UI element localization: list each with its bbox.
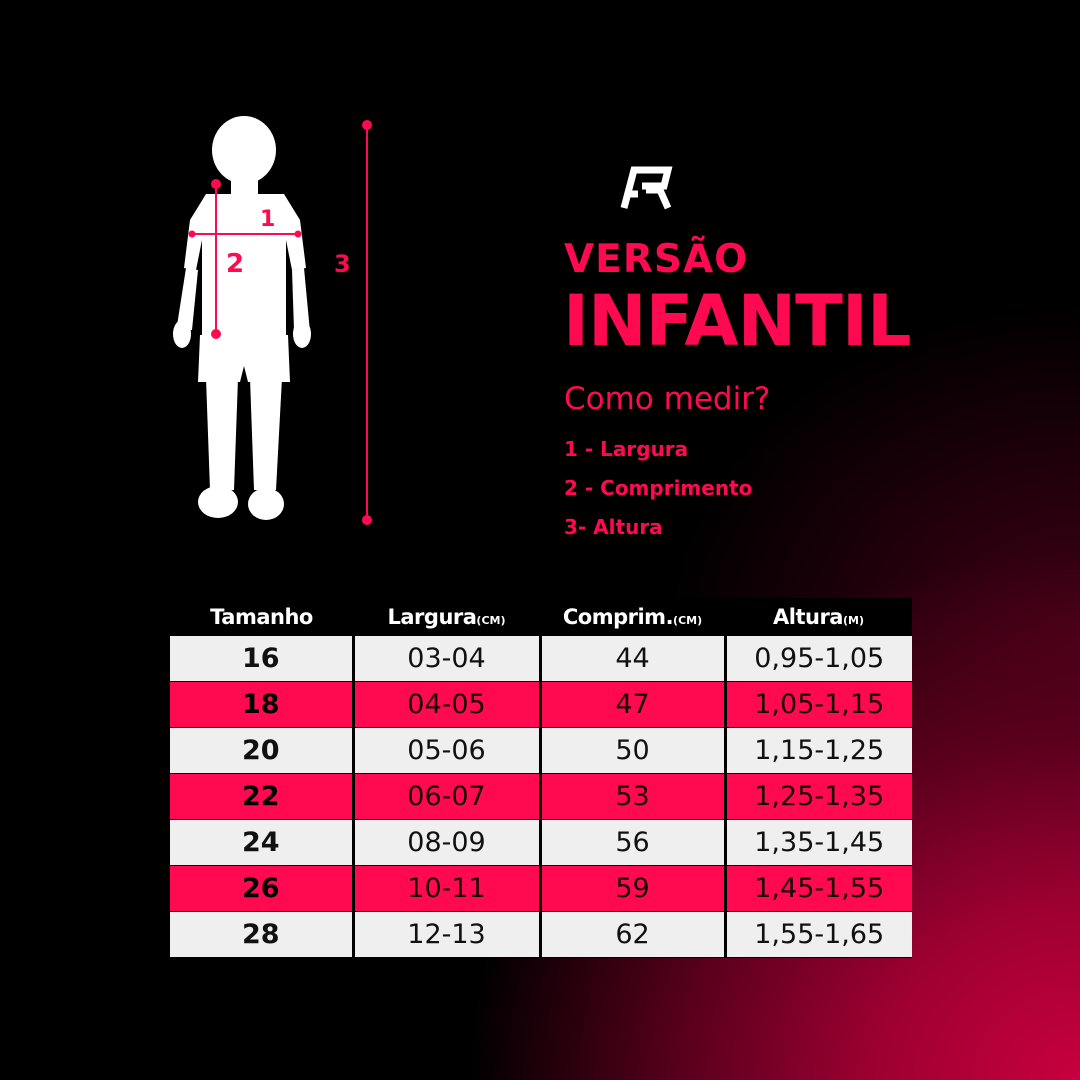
cell-altura: 1,05-1,15 xyxy=(723,681,912,728)
cell-altura: 1,55-1,65 xyxy=(723,911,912,958)
cell-largura: 03-04 xyxy=(351,636,540,682)
figure-label-3: 3 xyxy=(334,250,351,278)
how-to-measure-heading: Como medir? xyxy=(564,381,771,417)
table-row: 24 08-09 56 1,35-1,45 xyxy=(170,819,912,866)
cell-comprimento: 59 xyxy=(538,865,725,912)
cell-altura: 0,95-1,05 xyxy=(723,636,912,682)
cell-comprimento: 44 xyxy=(538,636,725,682)
cell-largura: 12-13 xyxy=(351,911,540,958)
header-altura: Altura(M) xyxy=(725,598,912,636)
cell-largura: 08-09 xyxy=(351,819,540,866)
title-versao: VERSÃO xyxy=(564,237,749,282)
measurement-figure: 1 2 3 xyxy=(160,110,400,540)
cell-largura: 05-06 xyxy=(351,727,540,774)
brand-logo xyxy=(616,160,684,214)
header-comprimento: Comprim.(CM) xyxy=(540,598,725,636)
cell-comprimento: 50 xyxy=(538,727,725,774)
table-row: 20 05-06 50 1,15-1,25 xyxy=(170,727,912,774)
legend-item-largura: 1 - Largura xyxy=(564,437,689,461)
header-largura: Largura(CM) xyxy=(353,598,540,636)
cell-altura: 1,35-1,45 xyxy=(723,819,912,866)
cell-size: 18 xyxy=(170,681,353,728)
cell-size: 20 xyxy=(170,727,353,774)
cell-size: 26 xyxy=(170,865,353,912)
figure-label-1: 1 xyxy=(260,207,275,232)
table-header-row: Tamanho Largura(CM) Comprim.(CM) Altura(… xyxy=(170,598,912,636)
cell-size: 22 xyxy=(170,773,353,820)
table-row: 18 04-05 47 1,05-1,15 xyxy=(170,681,912,728)
figure-label-2: 2 xyxy=(226,249,244,279)
title-infantil: INFANTIL xyxy=(563,280,912,362)
measurement-legend: 1 - Largura 2 - Comprimento 3- Altura xyxy=(564,436,752,553)
cell-altura: 1,25-1,35 xyxy=(723,773,912,820)
table-row: 26 10-11 59 1,45-1,55 xyxy=(170,865,912,912)
cell-largura: 04-05 xyxy=(351,681,540,728)
table-row: 28 12-13 62 1,55-1,65 xyxy=(170,911,912,958)
cell-comprimento: 56 xyxy=(538,819,725,866)
cell-comprimento: 62 xyxy=(538,911,725,958)
cell-largura: 10-11 xyxy=(351,865,540,912)
size-table: Tamanho Largura(CM) Comprim.(CM) Altura(… xyxy=(170,598,912,958)
cell-size: 28 xyxy=(170,911,353,958)
cell-comprimento: 53 xyxy=(538,773,725,820)
cell-comprimento: 47 xyxy=(538,681,725,728)
legend-item-comprimento: 2 - Comprimento xyxy=(564,476,753,500)
table-row: 22 06-07 53 1,25-1,35 xyxy=(170,773,912,820)
cell-size: 16 xyxy=(170,636,353,682)
header-tamanho: Tamanho xyxy=(170,598,353,636)
table-row: 16 03-04 44 0,95-1,05 xyxy=(170,636,912,682)
legend-item-altura: 3- Altura xyxy=(564,515,663,539)
child-silhouette-icon: 1 2 3 xyxy=(173,116,372,525)
cell-size: 24 xyxy=(170,819,353,866)
cell-altura: 1,45-1,55 xyxy=(723,865,912,912)
cell-altura: 1,15-1,25 xyxy=(723,727,912,774)
cell-largura: 06-07 xyxy=(351,773,540,820)
brand-logo-icon xyxy=(620,166,673,210)
